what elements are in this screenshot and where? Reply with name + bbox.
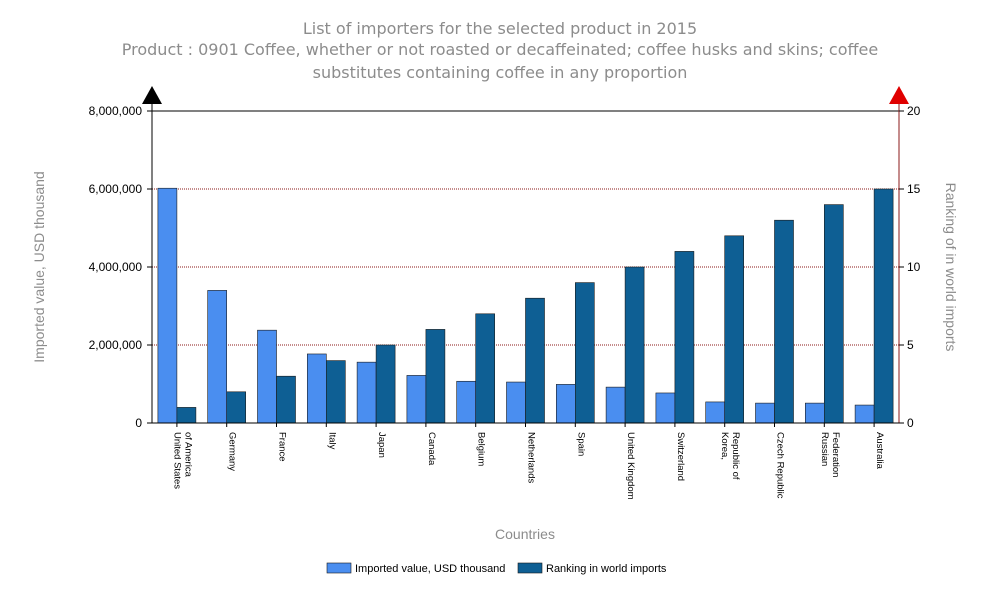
chart-subtitle-line-2: substitutes containing coffee in any pro…: [313, 63, 688, 82]
category-label: Italy: [326, 432, 337, 450]
category-label: Canada: [426, 432, 437, 466]
category-label: France: [277, 432, 288, 462]
bar-ranking: [276, 375, 296, 424]
bar-ranking: [774, 219, 794, 424]
right-axis-arrow-icon: [889, 86, 909, 104]
bar-ranking: [624, 266, 645, 424]
category-label: of America: [182, 432, 193, 478]
left-tick-label: 8,000,000: [89, 104, 143, 118]
category-label: United Kingdom: [625, 432, 636, 500]
bar-ranking: [574, 282, 595, 424]
bar-ranking: [873, 188, 894, 424]
legend: Imported value, USD thousand Ranking in w…: [326, 562, 667, 575]
category-labels: United States of America Germany France Ital…: [171, 423, 885, 500]
bar-ranking: [724, 235, 745, 424]
category-label: Belgium: [476, 432, 487, 466]
category-label: Japan: [376, 432, 387, 458]
bar-ranking: [475, 313, 496, 424]
category-label: Korea,: [719, 432, 730, 460]
legend-label: Imported value, USD thousand: [355, 563, 505, 575]
legend-swatch: [517, 562, 543, 574]
right-tick-label: 15: [907, 182, 921, 196]
bar-imported-value: [456, 380, 477, 424]
left-axis-arrow-icon: [142, 86, 162, 104]
legend-swatch: [326, 562, 352, 574]
legend-label: Ranking in world imports: [546, 563, 667, 575]
right-tick-label: 10: [907, 260, 921, 274]
category-label: Netherlands: [526, 432, 537, 483]
category-label: United States: [171, 432, 182, 489]
bar-ranking: [325, 360, 346, 424]
category-label: Federation: [830, 432, 841, 477]
bar-imported-value: [705, 401, 726, 424]
bar-imported-value: [804, 402, 825, 424]
bar-imported-value: [356, 361, 377, 424]
left-tick-label: 4,000,000: [89, 260, 143, 274]
category-label: Republic of: [730, 432, 741, 480]
chart-subtitle-line-1: Product : 0901 Coffee, whether or not ro…: [122, 40, 878, 59]
bar-ranking: [823, 204, 844, 424]
bar-imported-value: [854, 404, 875, 424]
bar-imported-value: [157, 187, 178, 424]
bar-imported-value: [655, 392, 676, 424]
category-label: Spain: [575, 432, 586, 456]
bar-imported-value: [257, 329, 277, 424]
y2-axis-title: Ranking of in world imports: [943, 183, 959, 352]
bar-imported-value: [406, 375, 427, 424]
y-axis-title: Imported value, USD thousand: [31, 171, 47, 362]
category-label: Russian: [819, 432, 830, 466]
chart-title: List of importers for the selected produ…: [303, 19, 697, 38]
left-tick-label: 0: [135, 416, 142, 430]
bar-ranking: [425, 329, 446, 424]
bar-ranking: [176, 407, 197, 424]
category-label: Germany: [227, 432, 238, 471]
bar-ranking: [674, 251, 695, 424]
left-tick-label: 6,000,000: [89, 182, 143, 196]
bar-imported-value: [555, 384, 576, 424]
category-label: Switzerland: [675, 432, 686, 481]
right-tick-label: 20: [907, 104, 921, 118]
left-axis-ticks: 0 2,000,000 4,000,000 6,000,000 8,000,000: [89, 104, 152, 430]
category-label: Australia: [874, 432, 885, 470]
bar-imported-value: [306, 353, 327, 424]
bar-imported-value: [207, 290, 227, 424]
left-tick-label: 2,000,000: [89, 338, 143, 352]
right-tick-label: 0: [907, 416, 914, 430]
category-label: Czech Republic: [775, 432, 786, 499]
bar-imported-value: [605, 386, 626, 424]
bar-ranking: [525, 297, 545, 424]
bar-ranking: [226, 391, 246, 424]
bar-ranking: [375, 344, 396, 424]
x-axis-title: Countries: [495, 526, 555, 542]
bars: [157, 187, 894, 424]
bar-imported-value: [506, 381, 526, 424]
right-tick-label: 5: [907, 338, 914, 352]
bar-imported-value: [755, 402, 775, 424]
right-axis-ticks: 0 5 10 15 20: [899, 104, 921, 430]
